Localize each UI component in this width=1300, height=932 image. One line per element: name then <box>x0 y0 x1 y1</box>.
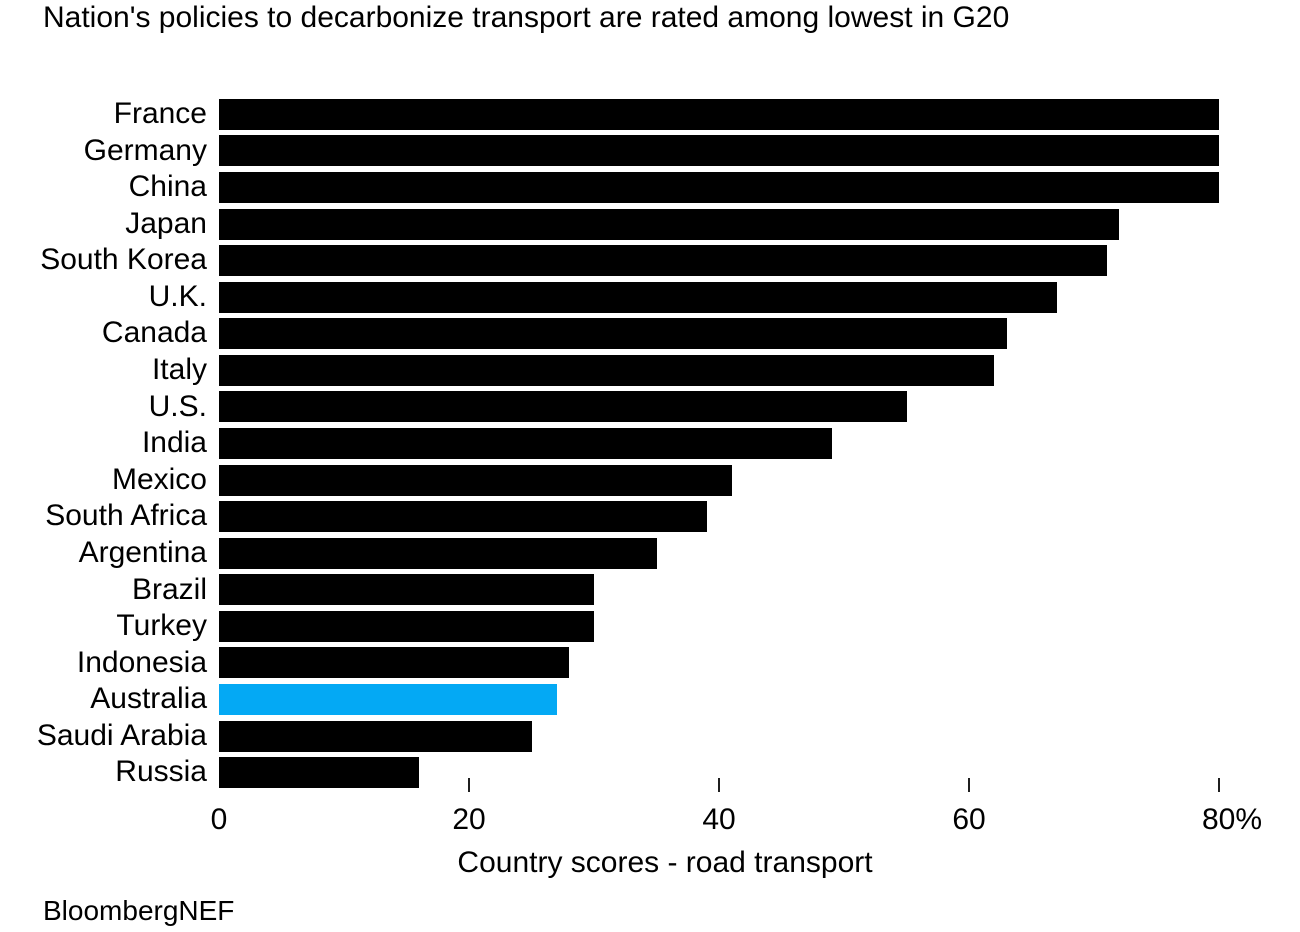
x-tick-label: 80% <box>1201 803 1263 836</box>
category-label: U.K. <box>148 279 207 313</box>
bar-row: Argentina <box>0 535 1300 572</box>
bar <box>219 171 1219 203</box>
bar <box>219 647 569 679</box>
bar <box>219 98 1219 130</box>
bar <box>219 720 532 752</box>
category-label: South Africa <box>45 499 207 533</box>
bar-row: South Korea <box>0 242 1300 279</box>
bar-row: Russia <box>0 754 1300 791</box>
bar-row: Turkey <box>0 608 1300 645</box>
bar-row: U.S. <box>0 389 1300 426</box>
bar-row: Indonesia <box>0 645 1300 682</box>
bar <box>219 135 1219 167</box>
category-label: China <box>128 170 207 204</box>
bar-row: Saudi Arabia <box>0 718 1300 755</box>
bar-row: India <box>0 425 1300 462</box>
bar-row: Germany <box>0 133 1300 170</box>
category-label: Russia <box>115 755 207 789</box>
bar <box>219 428 832 459</box>
bar-highlighted <box>219 684 557 716</box>
category-label: U.S. <box>148 389 207 423</box>
category-label: Australia <box>90 682 207 716</box>
bar <box>219 537 657 569</box>
bar-row: France <box>0 96 1300 133</box>
x-axis-label: Country scores - road transport <box>457 846 873 879</box>
bar <box>219 501 707 533</box>
x-tick-label: 60 <box>952 803 986 836</box>
category-label: Japan <box>125 206 207 240</box>
bar-row: U.K. <box>0 279 1300 316</box>
bar-row: Mexico <box>0 462 1300 499</box>
bar <box>219 245 1107 277</box>
category-label: South Korea <box>40 243 207 277</box>
bar-row: Australia <box>0 681 1300 718</box>
category-label: France <box>113 97 207 130</box>
category-label: Turkey <box>116 609 207 643</box>
bar <box>219 281 1057 313</box>
category-label: India <box>141 426 207 460</box>
bar <box>219 318 1007 350</box>
bar <box>219 464 732 496</box>
category-label: Argentina <box>78 535 207 569</box>
bar <box>219 574 594 606</box>
category-label: Saudi Arabia <box>36 718 207 752</box>
category-label: Germany <box>83 133 207 167</box>
bar-row: Brazil <box>0 572 1300 609</box>
chart-title: Nation's policies to decarbonize transpo… <box>43 1 1010 34</box>
bar <box>219 354 994 386</box>
x-tick-label: 20 <box>452 803 486 836</box>
bar-row: South Africa <box>0 498 1300 535</box>
category-label: Italy <box>151 353 207 387</box>
category-label: Indonesia <box>76 645 207 679</box>
bar-row: Canada <box>0 315 1300 352</box>
bar <box>219 208 1119 240</box>
bar <box>219 391 907 423</box>
x-tick-label: 40 <box>702 803 736 836</box>
category-label: Mexico <box>111 462 207 496</box>
source-label: BloombergNEF <box>43 895 235 926</box>
bar <box>219 610 594 642</box>
category-label: Brazil <box>131 572 207 606</box>
bar-row: Italy <box>0 352 1300 389</box>
x-tick-label: 0 <box>210 803 228 836</box>
bar-rows: France Germany China Japan South Korea U.K. Ca… <box>0 96 1300 791</box>
bar-row: China <box>0 169 1300 206</box>
bar-row: Japan <box>0 206 1300 243</box>
category-label: Canada <box>101 316 207 350</box>
bar <box>219 757 419 789</box>
